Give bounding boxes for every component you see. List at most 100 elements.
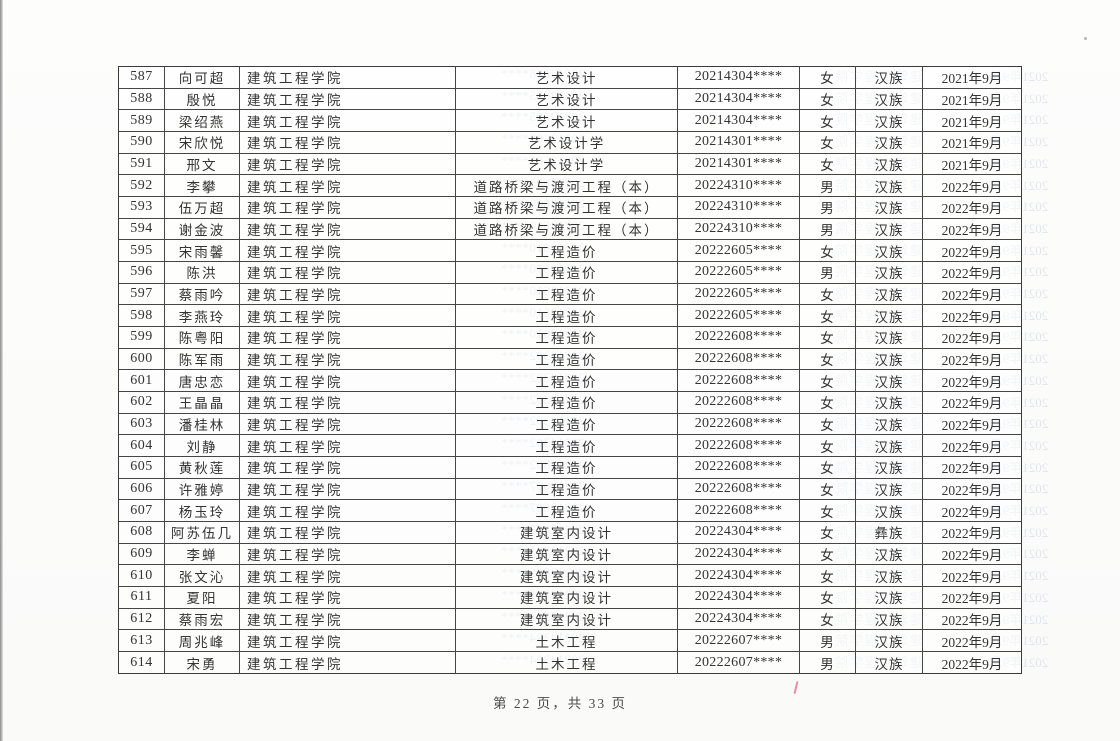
cell-number: 610: [119, 565, 165, 588]
cell-name: 王晶晶: [165, 392, 240, 414]
cell-number: 602: [119, 392, 165, 414]
cell-ethnicity: 汉族: [856, 218, 923, 241]
student-roster-table: 587 向可超 建筑工程学院 艺术设计 20214304**** 女汉族 2021年9月 58…: [118, 66, 1022, 674]
cell-number: 590: [119, 132, 165, 154]
cell-college: 建筑工程学院: [240, 153, 456, 176]
table-row: 595 宋雨馨 建筑工程学院 工程造价 20222605**** 女汉族 2022年9月: [119, 240, 1021, 263]
cell-gender: 男: [800, 218, 856, 241]
cell-major: 建筑室内设计: [456, 608, 678, 631]
table-row: 603 潘桂林 建筑工程学院 工程造价 20222608**** 女汉族 2022年9月: [119, 413, 1021, 436]
cell-number: 598: [119, 305, 165, 328]
cell-gender: 男: [800, 262, 856, 284]
cell-gender: 女: [800, 305, 856, 328]
cell-name: 潘桂林: [165, 413, 240, 436]
cell-ethnicity: 汉族: [856, 608, 923, 631]
cell-college: 建筑工程学院: [240, 305, 456, 328]
cell-ethnicity: 汉族: [856, 478, 923, 501]
cell-major: 艺术设计: [456, 110, 678, 133]
cell-gender: 女: [800, 413, 856, 436]
cell-gender: 女: [800, 67, 856, 89]
cell-enrollment: 2022年9月: [923, 544, 1021, 566]
table-row: 599 陈粤阳 建筑工程学院 工程造价 20222608**** 女汉族 2022年9月: [119, 327, 1021, 349]
cell-enrollment: 2022年9月: [923, 370, 1021, 393]
table-row: 602 王晶晶 建筑工程学院 工程造价 20222608**** 女汉族 2022年9月: [119, 392, 1021, 414]
cell-college: 建筑工程学院: [240, 565, 456, 588]
cell-major: 建筑室内设计: [456, 543, 678, 566]
table-row: 609 李蝉 建筑工程学院 建筑室内设计 20224304**** 女汉族 2022年9月: [119, 543, 1021, 566]
cell-gender: 女: [800, 543, 856, 566]
cell-name: 周兆峰: [165, 630, 240, 653]
cell-major: 工程造价: [456, 262, 678, 284]
cell-student_id: 20222605****: [678, 262, 800, 284]
cell-ethnicity: 汉族: [856, 132, 923, 154]
cell-enrollment: 2022年9月: [923, 414, 1021, 436]
cell-number: 614: [119, 652, 165, 674]
cell-ethnicity: 彝族: [856, 522, 923, 544]
cell-college: 建筑工程学院: [240, 478, 456, 501]
cell-enrollment: 2022年9月: [923, 240, 1021, 263]
cell-student_id: 20222605****: [678, 305, 800, 328]
table-row: 607 杨玉玲 建筑工程学院 工程造价 20222608**** 女汉族 2022年9月: [119, 500, 1021, 523]
cell-student_id: 20224304****: [678, 522, 800, 544]
table-row: 605 黄秋莲 建筑工程学院 工程造价 20222608**** 女汉族 2022年9月: [119, 457, 1021, 479]
cell-enrollment: 2022年9月: [923, 392, 1021, 414]
cell-college: 建筑工程学院: [240, 370, 456, 393]
cell-name: 宋雨馨: [165, 240, 240, 263]
cell-major: 道路桥梁与渡河工程（本）: [456, 197, 678, 219]
cell-gender: 男: [800, 175, 856, 198]
cell-ethnicity: 汉族: [856, 565, 923, 588]
cell-major: 艺术设计: [456, 67, 678, 89]
cell-ethnicity: 汉族: [856, 153, 923, 176]
cell-gender: 女: [800, 500, 856, 523]
cell-name: 李蝉: [165, 543, 240, 566]
table-row: 591 邢文 建筑工程学院 艺术设计学 20214301**** 女汉族 2021年9月: [119, 153, 1021, 176]
cell-gender: 男: [800, 630, 856, 653]
cell-name: 张文沁: [165, 565, 240, 588]
cell-enrollment: 2022年9月: [923, 587, 1021, 609]
cell-student_id: 20224310****: [678, 175, 800, 198]
cell-college: 建筑工程学院: [240, 240, 456, 263]
student-table-body: 587 向可超 建筑工程学院 艺术设计 20214304**** 女汉族 2021年9月 58…: [119, 67, 1021, 674]
cell-name: 宋欣悦: [165, 132, 240, 154]
table-row: 598 李燕玲 建筑工程学院 工程造价 20222605**** 女汉族 2022年9月: [119, 305, 1021, 328]
cell-enrollment: 2022年9月: [923, 219, 1021, 241]
table-row: 587 向可超 建筑工程学院 艺术设计 20214304**** 女汉族 2021年9月: [119, 67, 1021, 89]
cell-major: 艺术设计学: [456, 153, 678, 176]
cell-number: 605: [119, 457, 165, 479]
cell-college: 建筑工程学院: [240, 587, 456, 609]
cell-college: 建筑工程学院: [240, 608, 456, 631]
cell-number: 589: [119, 110, 165, 133]
cell-ethnicity: 汉族: [856, 305, 923, 328]
cell-student_id: 20224310****: [678, 197, 800, 219]
cell-gender: 女: [800, 88, 856, 111]
cell-enrollment: 2022年9月: [923, 284, 1021, 306]
cell-student_id: 20222608****: [678, 348, 800, 371]
cell-college: 建筑工程学院: [240, 652, 456, 674]
cell-number: 603: [119, 413, 165, 436]
cell-student_id: 20214304****: [678, 88, 800, 111]
cell-number: 607: [119, 500, 165, 523]
cell-gender: 女: [800, 392, 856, 414]
cell-gender: 男: [800, 652, 856, 674]
cell-name: 李燕玲: [165, 305, 240, 328]
cell-ethnicity: 汉族: [856, 262, 923, 284]
table-row: 597 蔡雨吟 建筑工程学院 工程造价 20222605**** 女汉族 2022年9月: [119, 283, 1021, 306]
cell-name: 殷悦: [165, 88, 240, 111]
cell-enrollment: 2022年9月: [923, 327, 1021, 349]
cell-number: 593: [119, 197, 165, 219]
cell-number: 596: [119, 262, 165, 284]
cell-student_id: 20222608****: [678, 478, 800, 501]
cell-major: 工程造价: [456, 348, 678, 371]
cell-student_id: 20214301****: [678, 153, 800, 176]
table-row: 613 周兆峰 建筑工程学院 土木工程 20222607**** 男汉族 2022年9月: [119, 630, 1021, 653]
cell-name: 陈粤阳: [165, 327, 240, 349]
scanner-edge-shadow: [0, 0, 3, 741]
cell-name: 陈洪: [165, 262, 240, 284]
cell-number: 604: [119, 435, 165, 458]
cell-major: 土木工程: [456, 652, 678, 674]
cell-ethnicity: 汉族: [856, 197, 923, 219]
cell-student_id: 20222608****: [678, 435, 800, 458]
cell-college: 建筑工程学院: [240, 630, 456, 653]
table-row: 601 唐忠恋 建筑工程学院 工程造价 20222608**** 女汉族 2022年9月: [119, 370, 1021, 393]
cell-number: 588: [119, 88, 165, 111]
